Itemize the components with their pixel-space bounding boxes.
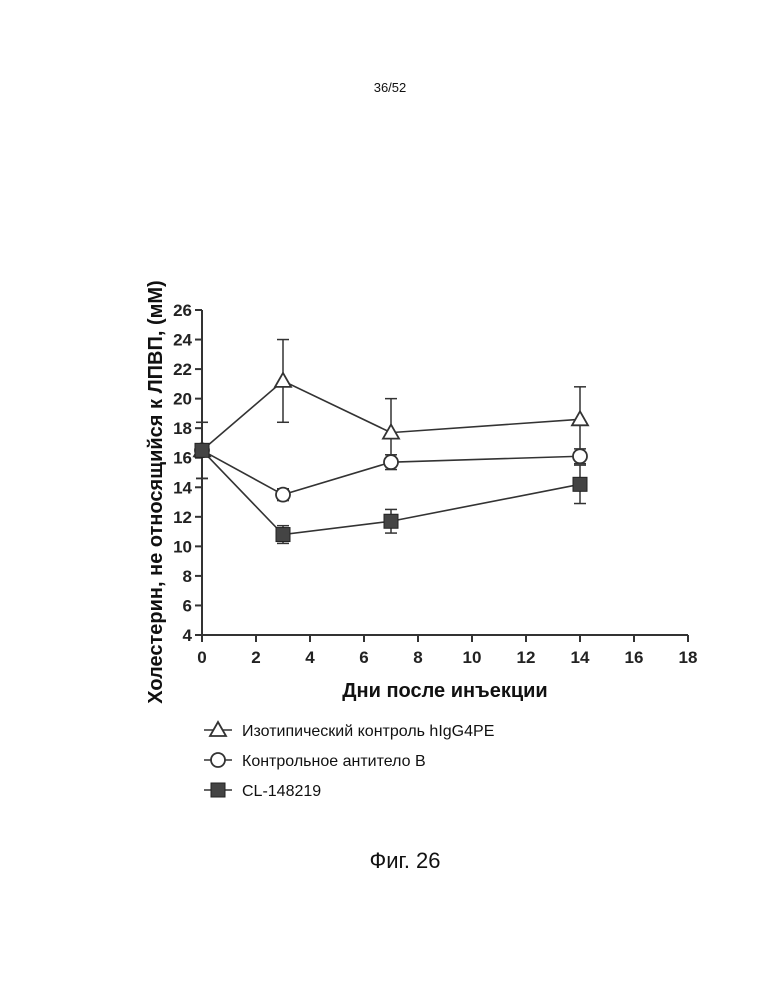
y-tick-label: 24 bbox=[173, 331, 192, 350]
x-tick-label: 16 bbox=[625, 648, 644, 667]
legend-marker bbox=[211, 783, 225, 797]
legend-item: CL-148219 bbox=[204, 783, 321, 800]
data-point bbox=[195, 443, 209, 457]
y-tick-label: 4 bbox=[183, 626, 193, 645]
y-tick-label: 22 bbox=[173, 360, 192, 379]
chart-series bbox=[194, 340, 588, 544]
x-tick-label: 2 bbox=[251, 648, 260, 667]
y-tick-label: 12 bbox=[173, 508, 192, 527]
data-point bbox=[384, 455, 398, 469]
x-tick-label: 10 bbox=[463, 648, 482, 667]
data-point bbox=[384, 514, 398, 528]
legend-label: Контрольное антитело B bbox=[242, 753, 426, 770]
x-axis-title: Дни после инъекции bbox=[342, 680, 547, 702]
figure-caption: Фиг. 26 bbox=[0, 848, 780, 874]
data-point bbox=[275, 373, 291, 387]
y-tick-label: 10 bbox=[173, 537, 192, 556]
y-tick-label: 16 bbox=[173, 449, 192, 468]
y-tick-label: 8 bbox=[183, 567, 192, 586]
x-tick-label: 18 bbox=[679, 648, 698, 667]
x-tick-label: 6 bbox=[359, 648, 368, 667]
x-tick-label: 4 bbox=[305, 648, 315, 667]
chart-axes: 468101214161820222426024681012141618 bbox=[173, 301, 697, 667]
legend-item: Изотипический контроль hIgG4PE bbox=[204, 722, 494, 740]
legend-label: Изотипический контроль hIgG4PE bbox=[242, 723, 494, 740]
data-point bbox=[276, 528, 290, 542]
y-tick-label: 6 bbox=[183, 596, 192, 615]
chart-legend: Изотипический контроль hIgG4PE Контрольно… bbox=[204, 722, 494, 800]
legend-item: Контрольное антитело B bbox=[204, 753, 426, 770]
y-tick-label: 20 bbox=[173, 390, 192, 409]
legend-label: CL-148219 bbox=[242, 783, 321, 800]
data-point bbox=[276, 488, 290, 502]
x-tick-label: 12 bbox=[517, 648, 536, 667]
y-tick-label: 18 bbox=[173, 419, 192, 438]
x-tick-label: 8 bbox=[413, 648, 422, 667]
legend-marker bbox=[211, 753, 225, 767]
y-tick-label: 14 bbox=[173, 478, 192, 497]
x-tick-label: 0 bbox=[197, 648, 206, 667]
y-tick-label: 26 bbox=[173, 301, 192, 320]
y-axis-title: Холестерин, не относящийся к ЛПВП, (мМ) bbox=[145, 280, 167, 703]
legend-marker bbox=[210, 722, 226, 736]
x-tick-label: 14 bbox=[571, 648, 590, 667]
data-point bbox=[573, 477, 587, 491]
data-point bbox=[573, 449, 587, 463]
data-point bbox=[572, 411, 588, 425]
